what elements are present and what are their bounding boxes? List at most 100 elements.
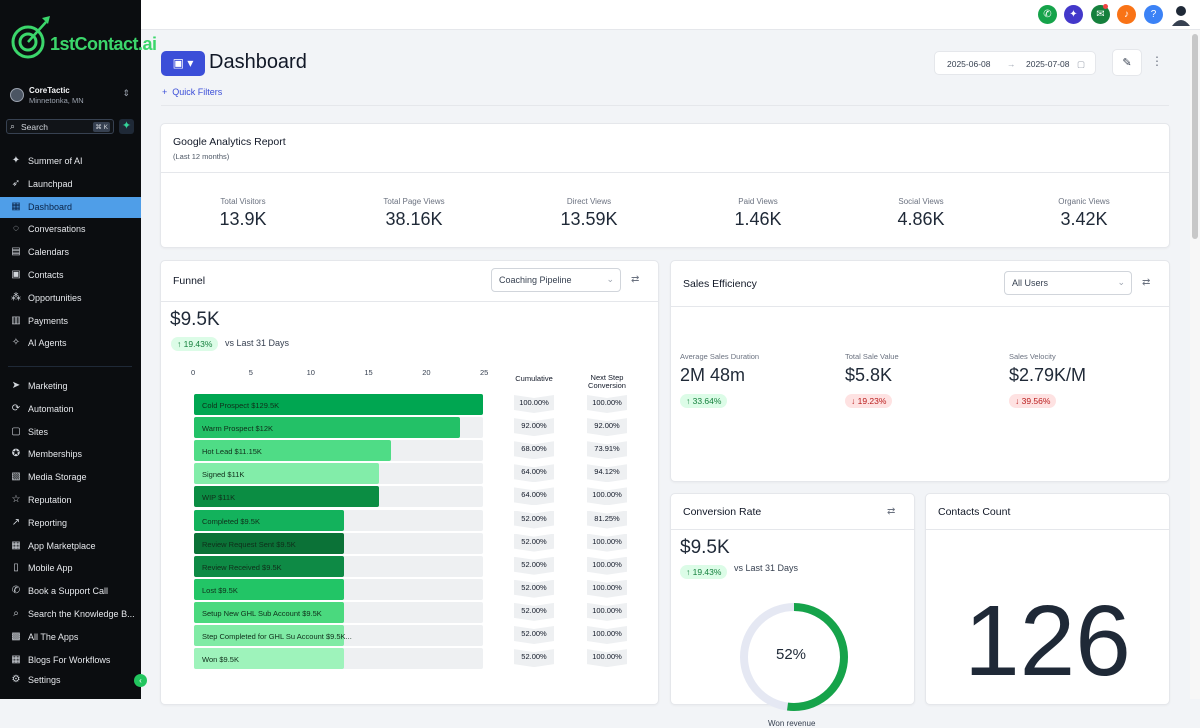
next-step-value: 100.00% xyxy=(587,557,627,575)
stat-label: Total Page Views xyxy=(383,197,445,206)
sidebar-search[interactable]: ⌕ Search ⌘ K xyxy=(6,119,114,134)
stat-value: 13.9K xyxy=(219,209,267,229)
stat-label: Total Visitors xyxy=(220,197,266,206)
cumulative-value: 68.00% xyxy=(514,441,554,459)
users-select[interactable]: All Users ⌄ xyxy=(1004,271,1132,295)
date-range-picker[interactable]: 2025-06-08 → 2025-07-08 ▢ xyxy=(934,51,1096,75)
sidebar-item-conversations[interactable]: ◌ Conversations xyxy=(0,219,141,240)
phone-icon[interactable]: ✆ xyxy=(1038,5,1057,24)
metric-value: $5.8K xyxy=(845,365,893,385)
sidebar-item-blogs-for-workflows[interactable]: ▦ Blogs For Workflows xyxy=(0,650,141,671)
funnel-bar[interactable] xyxy=(194,555,345,577)
sidebar-item-ai-agents[interactable]: ✧ AI Agents xyxy=(0,333,141,354)
user-avatar[interactable] xyxy=(1171,4,1191,26)
sidebar-item-launchpad[interactable]: ➶ Launchpad xyxy=(0,174,141,195)
sidebar-item-contacts[interactable]: ▣ Contacts xyxy=(0,265,141,286)
funnel-bar[interactable] xyxy=(194,486,379,508)
funnel-bar[interactable] xyxy=(194,463,379,485)
funnel-bar[interactable] xyxy=(194,532,345,554)
next-step-value: 100.00% xyxy=(587,534,627,552)
funnel-bar[interactable] xyxy=(194,601,345,623)
media-icon: ▧ xyxy=(11,471,21,483)
ai-sparkle-button[interactable]: ✦ xyxy=(119,119,134,134)
pipeline-select[interactable]: Coaching Pipeline ⌄ xyxy=(491,268,621,292)
top-bar: ✆ ✦ ✉ ♪ ? xyxy=(141,0,1200,30)
funnel-bar-label: Step Completed for GHL Su Account $9.5K.… xyxy=(202,632,352,641)
date-start: 2025-06-08 xyxy=(947,59,991,69)
sidebar-item-mobile-app[interactable]: ▯ Mobile App xyxy=(0,558,141,579)
sidebar-item-dashboard[interactable]: ▦ Dashboard xyxy=(0,196,141,218)
analytics-stat: Social Views 4.86K xyxy=(841,197,1001,230)
sidebar-item-label: Mobile App xyxy=(28,563,73,574)
pencil-icon: ✎ xyxy=(1122,57,1132,69)
sidebar-item-sites[interactable]: ▢ Sites xyxy=(0,422,141,443)
mobile-icon: ▯ xyxy=(13,562,19,574)
next-step-value: 100.00% xyxy=(587,649,627,667)
collapse-sidebar-button[interactable]: ‹ xyxy=(134,674,147,687)
sidebar-item-label: Reporting xyxy=(28,517,68,528)
payments-icon: ▥ xyxy=(11,314,21,326)
sidebar-item-app-marketplace[interactable]: ▦ App Marketplace xyxy=(0,536,141,557)
funnel-bar[interactable] xyxy=(194,578,345,600)
funnel-total: $9.5K xyxy=(170,309,220,330)
sidebar-item-label: Dashboard xyxy=(28,201,73,212)
sidebar-item-settings[interactable]: ⚙ Settings xyxy=(0,670,141,691)
funnel-vs-text: vs Last 31 Days xyxy=(225,338,290,348)
metric-label: Average Sales Duration xyxy=(680,352,760,361)
gear-icon: ⚙ xyxy=(11,674,21,685)
sidebar-item-memberships[interactable]: ✪ Memberships xyxy=(0,444,141,465)
megaphone-icon[interactable]: ✉ xyxy=(1091,5,1110,24)
funnel-bar[interactable] xyxy=(194,625,345,646)
chevron-down-icon: ⌄ xyxy=(606,274,614,284)
next-step-value: 81.25% xyxy=(587,511,627,529)
card-divider xyxy=(161,301,658,302)
sidebar-item-search-the-knowledge-b[interactable]: ⌕ Search the Knowledge B... xyxy=(0,604,141,625)
sidebar-item-summer-of-ai[interactable]: ✦ Summer of AI xyxy=(0,151,141,172)
bell-icon[interactable]: ♪ xyxy=(1117,5,1136,24)
axis-tick-label: 0 xyxy=(191,368,196,377)
quick-filters-button[interactable]: + Quick Filters xyxy=(162,87,223,97)
header-divider xyxy=(161,105,1169,106)
location-switcher[interactable]: CoreTactic Minnetonka, MN ⇕ xyxy=(6,84,134,108)
sidebar-item-automation[interactable]: ⟳ Automation xyxy=(0,399,141,420)
funnel-bar[interactable] xyxy=(194,394,483,415)
cumulative-header: Cumulative xyxy=(515,374,553,383)
funnel-card: Funnel Coaching Pipeline ⌄ ⇄ $9.5K ↑ 19.… xyxy=(160,260,659,705)
next-step-value: 100.00% xyxy=(587,580,627,598)
location-avatar xyxy=(10,88,24,102)
notification-dot xyxy=(1103,4,1108,9)
metric-value: $2.79K/M xyxy=(1009,365,1087,385)
app-icon: ▩ xyxy=(11,630,21,642)
app-logo[interactable]: 1stContact.ai xyxy=(10,10,157,65)
sidebar-item-calendars[interactable]: ▤ Calendars xyxy=(0,242,141,263)
sidebar-item-all-the-apps[interactable]: ▩ All The Apps xyxy=(0,627,141,648)
sidebar-item-media-storage[interactable]: ▧ Media Storage xyxy=(0,467,141,488)
sidebar-item-payments[interactable]: ▥ Payments xyxy=(0,311,141,332)
next-step-value: 100.00% xyxy=(587,626,627,644)
analytics-stat: Organic Views 3.42K xyxy=(1004,197,1164,230)
sidebar-item-book-a-support-call[interactable]: ✆ Book a Support Call xyxy=(0,581,141,602)
funnel-bar[interactable] xyxy=(194,509,345,531)
scrollbar-thumb[interactable] xyxy=(1192,34,1198,239)
more-options-icon[interactable]: ⋮ xyxy=(1151,54,1163,68)
sidebar-item-reporting[interactable]: ↗ Reporting xyxy=(0,513,141,534)
edit-dashboard-button[interactable]: ✎ xyxy=(1112,49,1142,76)
page-scrollbar[interactable] xyxy=(1190,30,1200,699)
swap-icon[interactable]: ⇄ xyxy=(1142,277,1151,288)
dashboard-switcher-button[interactable]: ▣ ▾ xyxy=(161,51,205,76)
funnel-bar[interactable] xyxy=(194,648,345,670)
sidebar-item-opportunities[interactable]: ⁂ Opportunities xyxy=(0,288,141,309)
magic-wand-icon[interactable]: ✦ xyxy=(1064,5,1083,24)
contacts-icon: ▣ xyxy=(11,269,21,280)
metric-change-badge: ↑ 33.64% xyxy=(680,394,728,408)
swap-icon[interactable]: ⇄ xyxy=(631,274,640,285)
help-icon[interactable]: ? xyxy=(1144,5,1163,24)
funnel-bar[interactable] xyxy=(194,440,391,462)
analytics-subtitle: (Last 12 months) xyxy=(173,152,230,161)
cumulative-value: 52.00% xyxy=(514,626,554,644)
funnel-bar-label: Cold Prospect $129.5K xyxy=(202,401,280,410)
funnel-bar[interactable] xyxy=(194,417,460,439)
swap-icon[interactable]: ⇄ xyxy=(887,506,896,517)
sidebar-item-marketing[interactable]: ➤ Marketing xyxy=(0,376,141,397)
sidebar-item-reputation[interactable]: ☆ Reputation xyxy=(0,490,141,511)
